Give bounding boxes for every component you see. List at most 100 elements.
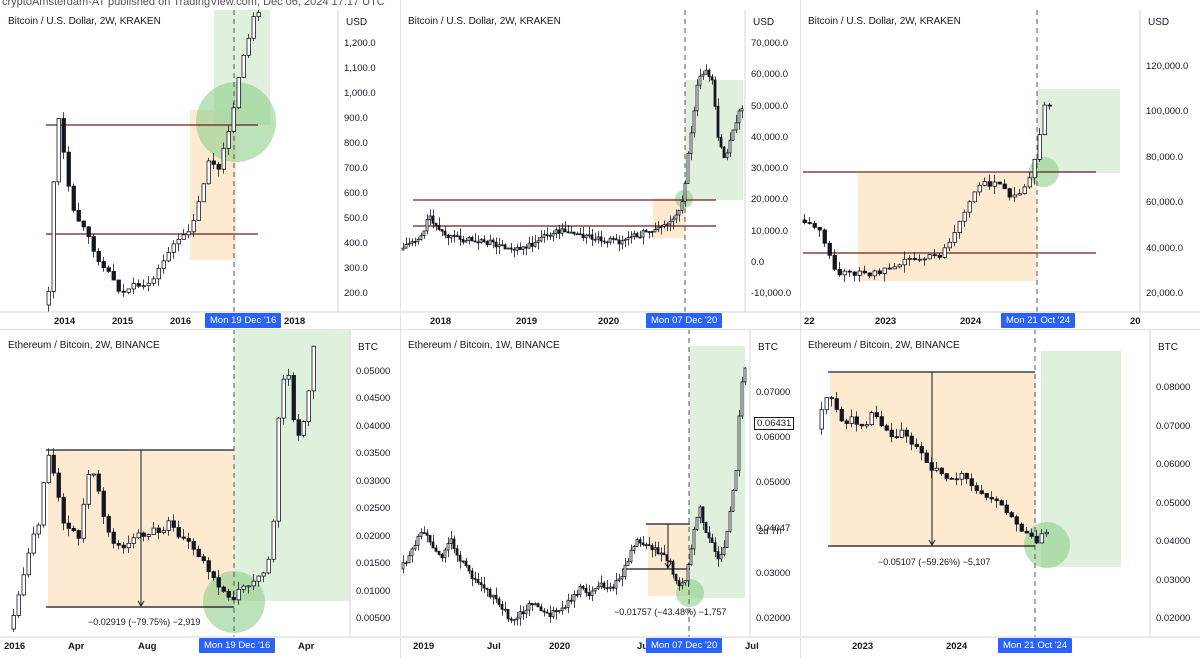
candle [710, 74, 714, 85]
chart-title: Ethereum / Bitcoin, 2W, BINANCE [808, 340, 960, 351]
chart-panel-ethbtc-2016[interactable]: Ethereum / Bitcoin, 2W, BINANCE BTC 0.0500… [0, 329, 400, 658]
candle [201, 554, 206, 564]
candle [256, 10, 261, 21]
candle [241, 53, 246, 79]
y-tick-label: 100,000.0 [1146, 106, 1189, 118]
candle [596, 231, 600, 244]
chart-panel-ethbtc-2020[interactable]: Ethereum / Bitcoin, 1W, BINANCE BTC 0.0700… [400, 329, 800, 658]
candle [404, 237, 408, 249]
candle [106, 513, 111, 537]
y-tick-label: 0.05000 [1156, 497, 1191, 509]
y-tick-label: 20,000.0 [1146, 288, 1183, 299]
candle [431, 209, 435, 229]
candle [181, 529, 186, 541]
candle [71, 525, 76, 532]
chart-canvas [0, 10, 400, 313]
candle [701, 70, 705, 80]
candle [731, 129, 735, 141]
candle [620, 235, 624, 250]
candle [410, 547, 414, 563]
candle [743, 367, 747, 386]
candle [819, 401, 824, 435]
candle [967, 200, 972, 218]
candle [581, 226, 585, 242]
candle [907, 255, 912, 266]
candle [530, 602, 534, 612]
candle [503, 602, 507, 613]
candle [545, 227, 549, 241]
candle [494, 587, 498, 604]
y-tick-label: 30,000.0 [751, 163, 788, 174]
candle [231, 102, 236, 134]
chart-title: Ethereum / Bitcoin, 2W, BINANCE [8, 340, 160, 351]
candle [932, 249, 937, 259]
candle [36, 522, 41, 539]
candle [422, 526, 426, 534]
candle [521, 246, 525, 255]
candle [521, 606, 525, 620]
y-tick-label: 80,000.0 [1146, 151, 1183, 163]
measure-annotation: −0.01757 (−43.48%) −1,757 [614, 607, 727, 617]
candle [623, 237, 627, 248]
candle [989, 491, 994, 503]
candle [734, 114, 738, 134]
candle [536, 236, 540, 250]
candle [464, 237, 468, 243]
candle [578, 227, 582, 236]
candle [11, 608, 16, 633]
candle [161, 526, 166, 535]
chart-panel-btc-2020[interactable]: Bitcoin / U.S. Dollar, 2W, KRAKEN USD 70,0… [400, 10, 800, 329]
candle [959, 471, 964, 486]
candle [581, 584, 585, 591]
candle [887, 263, 892, 270]
candle [512, 619, 516, 626]
candle [41, 481, 46, 528]
candle [937, 252, 942, 260]
candle [46, 448, 51, 484]
candle [572, 231, 576, 236]
chart-panel-btc-2024[interactable]: Bitcoin / U.S. Dollar, 2W, KRAKEN USD 120,… [800, 10, 1200, 329]
candle [683, 180, 687, 207]
candle [605, 580, 609, 593]
candle [872, 269, 877, 280]
y-tick-label: 60,000.0 [751, 69, 788, 81]
candle [1012, 187, 1017, 203]
x-tick-label: Jul [745, 641, 759, 652]
candle [524, 604, 528, 619]
y-tick-label: 0.04000 [1156, 536, 1191, 547]
candle [939, 467, 944, 476]
candle [1042, 101, 1047, 136]
candle [695, 79, 699, 117]
candle [171, 239, 176, 259]
candle [680, 577, 684, 590]
candle [413, 540, 417, 551]
x-tick-label: 2016 [170, 316, 192, 327]
candle [566, 593, 570, 614]
chart-panel-ethbtc-2024[interactable]: Ethereum / Bitcoin, 2W, BINANCE BTC 0.0800… [800, 329, 1200, 658]
candle [196, 195, 201, 221]
candle [707, 526, 711, 544]
candle [1004, 499, 1009, 516]
x-tick-label: 2018 [284, 316, 306, 327]
candle [131, 533, 136, 549]
chart-title: Bitcoin / U.S. Dollar, 2W, KRAKEN [8, 16, 161, 27]
candle [76, 529, 81, 546]
chart-panel-btc-2016[interactable]: Bitcoin / U.S. Dollar, 2W, KRAKEN USD 1,20… [0, 10, 400, 329]
candle [449, 234, 453, 243]
candle [710, 533, 714, 544]
candle [497, 596, 501, 608]
candle [713, 76, 717, 110]
candle [500, 239, 504, 247]
candle [524, 244, 528, 256]
candle [632, 230, 636, 240]
measure-annotation: −0.05107 (−59.26%) −5,107 [878, 557, 991, 567]
candle [731, 488, 735, 512]
candle [659, 547, 663, 562]
candle [470, 235, 474, 242]
y-tick-label: 1,000.0 [344, 88, 376, 99]
candle [156, 525, 161, 540]
candle [467, 236, 471, 245]
candle [121, 541, 126, 554]
candle [602, 237, 606, 245]
candle [61, 493, 66, 531]
